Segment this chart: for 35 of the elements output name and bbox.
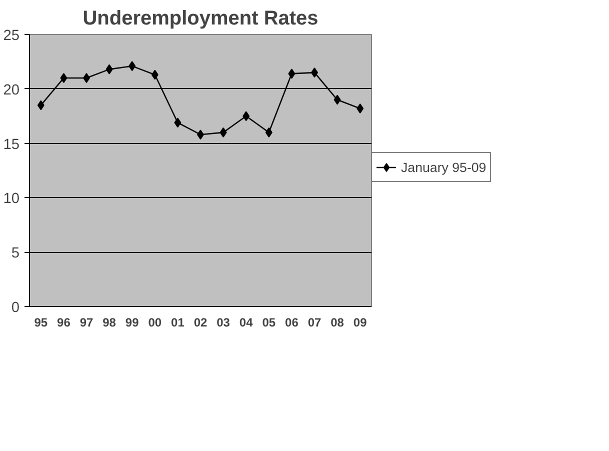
y-tick-label: 25: [3, 28, 20, 44]
x-tick-label: 08: [330, 316, 344, 330]
point: [106, 64, 113, 74]
y-tick-label: 0: [11, 300, 20, 316]
chart-title: Underemployment Rates: [82, 8, 318, 30]
x-tick-label: 01: [171, 316, 185, 330]
y-tick-label: 20: [3, 82, 20, 98]
point: [288, 68, 296, 79]
x-tick-label: 02: [194, 316, 208, 330]
x-tick-label: 98: [102, 316, 116, 330]
point: [37, 100, 44, 110]
x-tick-label: 96: [57, 316, 71, 330]
point: [60, 73, 68, 84]
point: [220, 127, 227, 138]
x-tick-label: 95: [34, 316, 48, 330]
point: [265, 127, 272, 138]
x-tick-label: 04: [239, 316, 254, 330]
y-tick-label: 15: [3, 136, 20, 153]
x-tick-label: 99: [125, 316, 140, 330]
point: [356, 103, 364, 114]
point: [334, 94, 341, 105]
y-tick-label: 10: [3, 191, 20, 208]
y-tick-label: 5: [11, 246, 20, 262]
x-tick-label: 09: [353, 316, 368, 330]
point: [151, 70, 158, 80]
point: [128, 61, 136, 72]
point: [242, 111, 250, 122]
x-tick-label: 00: [148, 316, 162, 330]
x-tick-label: 97: [80, 316, 94, 330]
x-tick-label: 06: [285, 316, 299, 330]
point: [174, 118, 182, 128]
x-tick-label: 03: [216, 316, 230, 330]
x-tick-label: 05: [262, 316, 276, 330]
legend-label: January 95-09: [401, 160, 486, 174]
x-tick-label: 07: [308, 316, 322, 330]
